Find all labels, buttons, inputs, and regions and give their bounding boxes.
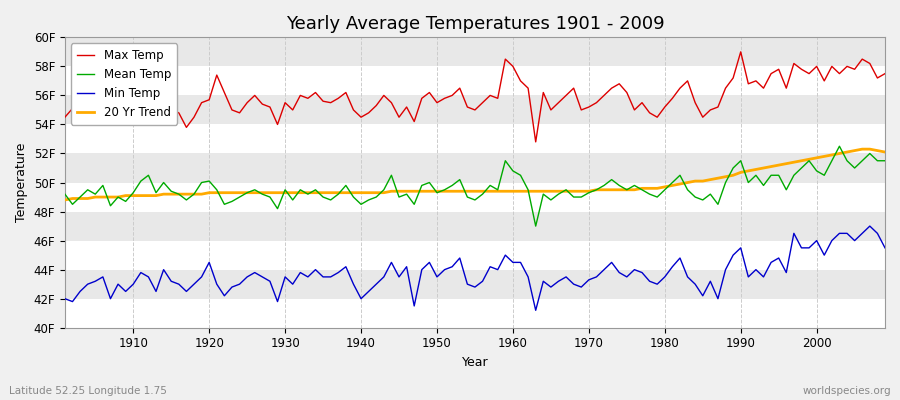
Text: worldspecies.org: worldspecies.org [803, 386, 891, 396]
Min Temp [508, 260, 518, 265]
X-axis label: Year: Year [462, 356, 489, 369]
Mean Temp [500, 158, 510, 163]
Min Temp [879, 246, 890, 250]
Mean Temp [834, 144, 845, 149]
Max Temp [287, 108, 298, 112]
Min Temp [59, 296, 70, 301]
Min Temp [121, 289, 131, 294]
Line: Min Temp: Min Temp [65, 226, 885, 310]
20 Yr Trend [500, 189, 510, 194]
Bar [65, 212, 885, 241]
Max Temp [59, 115, 70, 120]
Min Temp [333, 270, 344, 275]
Min Temp [607, 260, 617, 265]
Bar [65, 37, 885, 66]
Mean Temp [59, 192, 70, 196]
Text: Latitude 52.25 Longitude 1.75: Latitude 52.25 Longitude 1.75 [9, 386, 166, 396]
Max Temp [508, 64, 518, 69]
Mean Temp [530, 224, 541, 228]
Bar [65, 124, 885, 154]
Max Temp [500, 57, 510, 62]
Mean Temp [121, 199, 131, 204]
Bar [65, 154, 885, 182]
Mean Temp [333, 192, 344, 196]
Line: 20 Yr Trend: 20 Yr Trend [65, 149, 885, 200]
Min Temp [864, 224, 875, 228]
Min Temp [287, 282, 298, 286]
Mean Temp [287, 198, 298, 202]
Mean Temp [508, 168, 518, 173]
Min Temp [530, 308, 541, 313]
Min Temp [500, 253, 510, 258]
Mean Temp [607, 177, 617, 182]
Bar [65, 66, 885, 96]
20 Yr Trend [508, 189, 518, 194]
20 Yr Trend [879, 150, 890, 154]
20 Yr Trend [857, 147, 868, 152]
20 Yr Trend [598, 187, 609, 192]
Title: Yearly Average Temperatures 1901 - 2009: Yearly Average Temperatures 1901 - 2009 [285, 15, 664, 33]
Max Temp [607, 86, 617, 90]
Y-axis label: Temperature: Temperature [15, 143, 28, 222]
Bar [65, 182, 885, 212]
20 Yr Trend [59, 198, 70, 202]
Bar [65, 241, 885, 270]
Mean Temp [879, 158, 890, 163]
20 Yr Trend [287, 190, 298, 195]
20 Yr Trend [121, 193, 131, 198]
Max Temp [530, 140, 541, 144]
Bar [65, 96, 885, 124]
Max Temp [735, 50, 746, 54]
Max Temp [121, 113, 131, 118]
Max Temp [879, 71, 890, 76]
20 Yr Trend [333, 190, 344, 195]
Line: Max Temp: Max Temp [65, 52, 885, 142]
Bar [65, 270, 885, 299]
Line: Mean Temp: Mean Temp [65, 146, 885, 226]
Max Temp [333, 96, 344, 101]
Legend: Max Temp, Mean Temp, Min Temp, 20 Yr Trend: Max Temp, Mean Temp, Min Temp, 20 Yr Tre… [71, 43, 177, 125]
Bar [65, 299, 885, 328]
